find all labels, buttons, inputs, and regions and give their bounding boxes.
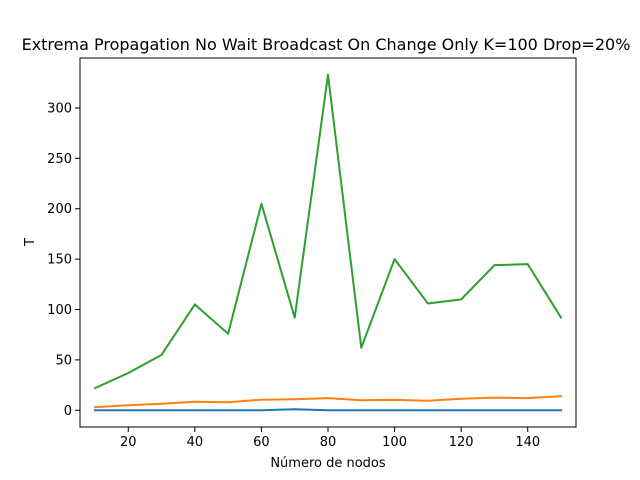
- x-tick-label-40: 40: [187, 435, 204, 450]
- x-tick-label-60: 60: [253, 435, 270, 450]
- y-tick-label-150: 150: [47, 253, 72, 268]
- y-tick-label-100: 100: [47, 303, 72, 318]
- x-axis-label: Número de nodos: [270, 456, 386, 471]
- series-line-3: [93, 73, 563, 390]
- y-tick-label-50: 50: [55, 353, 72, 368]
- series-line-1: [93, 408, 563, 412]
- x-tick-label-80: 80: [320, 435, 337, 450]
- x-tick-label-140: 140: [515, 435, 540, 450]
- y-tick-label-250: 250: [47, 152, 72, 167]
- series-line-2: [93, 395, 563, 409]
- x-tick-label-100: 100: [382, 435, 407, 450]
- y-tick-label-0: 0: [64, 404, 72, 419]
- y-tick-label-300: 300: [47, 101, 72, 116]
- plot-area: 20 40 60 80 100 120 140 0 50 100 150 200 250 300: [47, 57, 577, 450]
- x-tick-label-20: 20: [120, 435, 137, 450]
- x-tick-label-120: 120: [449, 435, 474, 450]
- chart-title: Extrema Propagation No Wait Broadcast On…: [22, 35, 631, 54]
- y-axis-label: T: [23, 238, 38, 247]
- y-tick-label-200: 200: [47, 202, 72, 217]
